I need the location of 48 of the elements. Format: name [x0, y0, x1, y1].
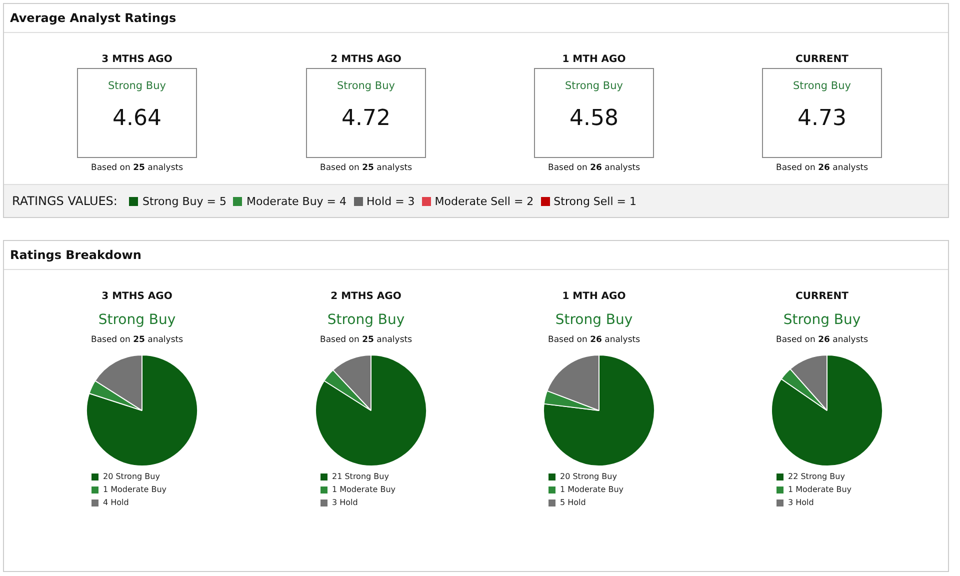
- text: Based on 26 analysts: [546, 163, 642, 173]
- legend-label: 20 Strong Buy: [103, 472, 160, 482]
- text: Based on 26 analysts: [774, 163, 870, 173]
- text: Based on 25 analysts: [90, 335, 184, 345]
- chart-title: 3 MTHS AGO: [100, 291, 174, 302]
- category-label: 2 MTHS AGO: [330, 54, 402, 65]
- chart-subtitle: Strong Buy: [326, 312, 406, 328]
- legend-label: 1 Moderate Buy: [788, 485, 852, 494]
- text: Strong Buy: [792, 80, 852, 92]
- legend-label: 3 Hold: [332, 498, 358, 508]
- category-label: CURRENT: [794, 54, 850, 65]
- text: Based on 25 analysts: [318, 163, 414, 173]
- legend-label: 5 Hold: [560, 498, 586, 508]
- text: Ratings Breakdown: [4, 241, 948, 270]
- text: 4.64: [112, 106, 162, 131]
- text: Strong Buy: [106, 80, 168, 92]
- text: Average Analyst Ratings: [4, 4, 948, 33]
- legend-label: 1 Moderate Buy: [103, 485, 167, 494]
- category-label: Strong Sell = 1: [554, 194, 636, 208]
- text: Based on 26 analysts: [546, 335, 642, 345]
- chart-title: CURRENT: [794, 291, 850, 302]
- legend-label: 3 Hold: [788, 498, 814, 508]
- chart-title: 2 MTHS AGO: [330, 291, 402, 302]
- text: Strong Buy: [336, 80, 396, 92]
- legend-label: 4 Hold: [103, 498, 129, 508]
- text: RATINGS VALUES:: [12, 194, 118, 208]
- legend-label: 21 Strong Buy: [332, 472, 390, 482]
- chart-subtitle: Strong Buy: [97, 312, 177, 328]
- category-label: Moderate Sell = 2: [434, 194, 534, 208]
- category-label: Moderate Buy = 4: [246, 194, 347, 208]
- category-label: Strong Buy = 5: [142, 194, 226, 208]
- text: Strong Buy: [564, 80, 624, 92]
- text: 4.72: [342, 106, 390, 131]
- text: Based on 26 analysts: [774, 335, 870, 345]
- text: 4.73: [798, 106, 846, 131]
- text: Based on 25 analysts: [318, 335, 414, 345]
- text: Based on 25 analysts: [90, 163, 184, 173]
- legend-label: 22 Strong Buy: [788, 472, 846, 482]
- category-label: 3 MTHS AGO: [100, 54, 174, 65]
- text: 4.58: [570, 106, 618, 131]
- chart-subtitle: Strong Buy: [782, 312, 862, 328]
- category-label: Hold = 3: [366, 194, 415, 208]
- category-label: 1 MTH AGO: [561, 54, 627, 65]
- legend-label: 20 Strong Buy: [560, 472, 618, 482]
- chart-title: 1 MTH AGO: [561, 291, 627, 302]
- legend-label: 1 Moderate Buy: [560, 485, 624, 494]
- legend-label: 1 Moderate Buy: [332, 485, 396, 494]
- chart-subtitle: Strong Buy: [554, 312, 634, 328]
